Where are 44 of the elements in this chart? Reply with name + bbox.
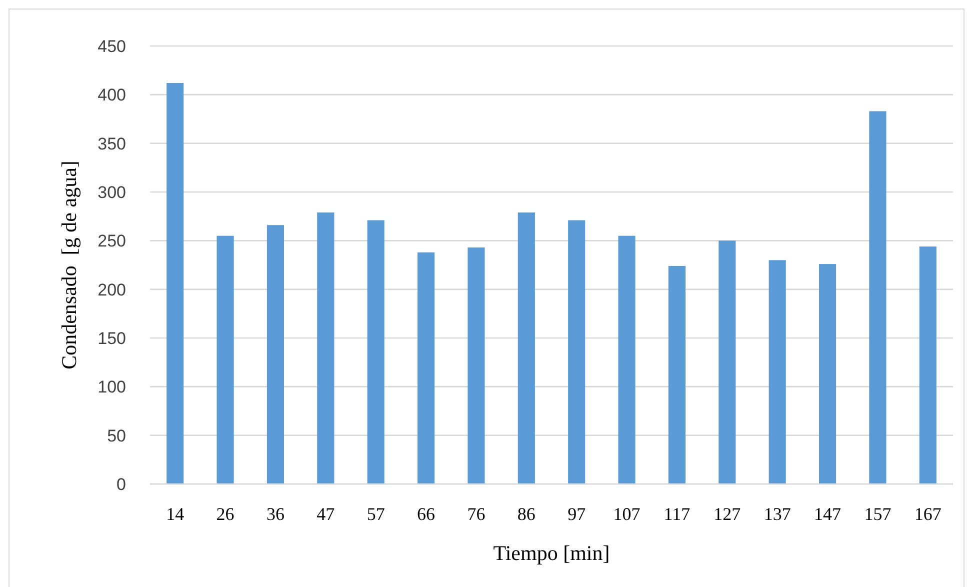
bar <box>266 225 284 484</box>
bar <box>216 236 234 484</box>
x-tick-label: 147 <box>814 504 842 524</box>
y-tick-label: 50 <box>107 426 126 446</box>
y-tick-label: 0 <box>116 474 126 494</box>
bar <box>668 266 686 484</box>
bar <box>819 264 836 484</box>
y-tick-label: 150 <box>98 328 126 348</box>
bar <box>768 260 786 484</box>
bar <box>166 82 184 484</box>
y-tick-label: 200 <box>98 280 126 300</box>
x-tick-label: 14 <box>166 504 184 524</box>
bar <box>367 220 384 484</box>
x-tick-label: 137 <box>764 504 791 524</box>
y-tick-label: 400 <box>98 86 126 105</box>
x-tick-label: 26 <box>216 504 234 524</box>
bar <box>518 212 535 484</box>
x-tick-label: 117 <box>664 504 690 524</box>
x-tick-label: 36 <box>266 504 284 524</box>
y-axis-title: Condensado [g de agua] <box>57 160 81 370</box>
x-tick-label: 107 <box>613 504 640 524</box>
x-axis-title: Tiempo [min] <box>493 541 610 565</box>
bar <box>869 111 886 484</box>
x-tick-label: 57 <box>366 504 385 524</box>
y-tick-label: 250 <box>98 232 126 251</box>
x-tick-label: 167 <box>914 504 942 524</box>
bar <box>317 212 334 484</box>
bar <box>568 220 586 484</box>
x-tick-label: 127 <box>714 504 741 524</box>
x-tick-label: 157 <box>864 504 892 524</box>
x-tick-label: 66 <box>417 504 436 524</box>
x-tick-label: 86 <box>517 504 536 524</box>
x-tick-label: 47 <box>316 504 335 524</box>
x-tick-label: 76 <box>467 504 486 524</box>
x-tick-label: 97 <box>568 504 586 524</box>
bar <box>418 252 435 484</box>
bar <box>618 236 636 484</box>
y-tick-label: 350 <box>98 134 126 154</box>
bar <box>468 247 485 484</box>
y-tick-label: 100 <box>98 378 126 397</box>
y-tick-label: 300 <box>98 182 126 202</box>
y-tick-label: 450 <box>98 36 126 56</box>
bar <box>919 246 936 484</box>
bar <box>718 240 736 484</box>
